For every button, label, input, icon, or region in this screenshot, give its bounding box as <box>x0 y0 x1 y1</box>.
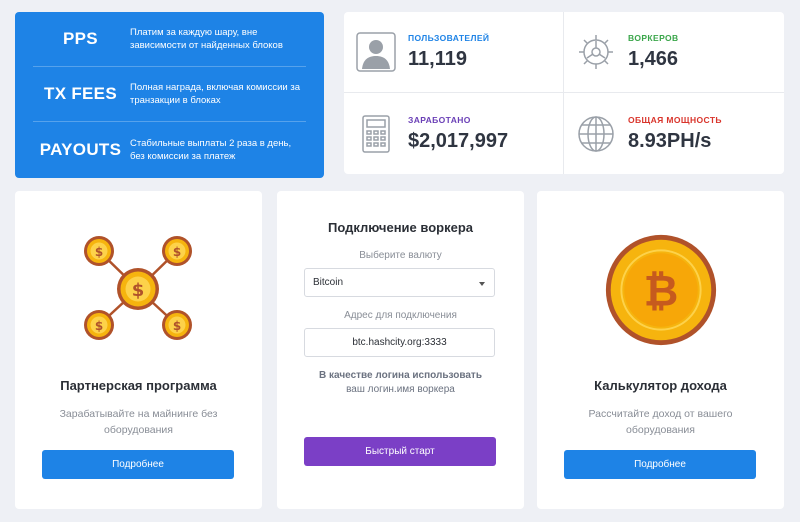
feature-title: TX FEES <box>44 84 117 103</box>
svg-text:$: $ <box>95 319 103 333</box>
globe-icon <box>578 115 614 152</box>
address-label: Адрес для подключения <box>344 310 457 321</box>
feature-payouts: PAYOUTS Стабильные выплаты 2 раза в день… <box>33 122 306 177</box>
svg-text:$: $ <box>173 319 181 333</box>
stat-value: 11,119 <box>408 48 467 70</box>
coins-network-icon: $ $ $ $ $ <box>84 236 192 340</box>
feature-description: Полная награда, включая комиссии за тран… <box>130 82 300 106</box>
user-icon <box>356 32 396 72</box>
calculator-icon <box>362 114 390 153</box>
calculator-card: ₿ Калькулятор дохода Рассчитайте доход о… <box>537 191 784 509</box>
currency-select[interactable]: Bitcoin <box>304 268 495 297</box>
stat-value: 8.93PH/s <box>628 129 712 152</box>
svg-text:$: $ <box>132 280 145 301</box>
login-hint-bold: В качестве логина использовать <box>319 370 482 381</box>
stat-label: ЗАРАБОТАНО <box>408 114 471 125</box>
stat-value: 1,466 <box>628 48 679 70</box>
features-panel: PPS Платим за каждую шару, вне зависимос… <box>15 12 324 178</box>
login-hint: В качестве логина использовать ваш логин… <box>277 369 524 397</box>
gear-icon <box>579 35 613 69</box>
quick-start-button[interactable]: Быстрый старт <box>304 437 496 466</box>
feature-description: Платим за каждую шару, вне зависимости о… <box>130 27 283 51</box>
currency-value: Bitcoin <box>313 277 344 288</box>
partner-card: $ $ $ $ $ Партнерская программа Зарабаты… <box>15 191 262 509</box>
svg-text:$: $ <box>173 245 181 259</box>
feature-tx-fees: TX FEES Полная награда, включая комиссии… <box>33 67 306 122</box>
calculator-description: Рассчитайте доход от вашего оборудования <box>588 408 733 436</box>
connect-worker-card: Подключение воркера Выберите валюту Bitc… <box>277 191 524 509</box>
stat-hashrate: ОБЩАЯ МОЩНОСТЬ 8.93PH/s <box>564 93 784 174</box>
feature-title: PPS <box>63 29 98 48</box>
calculator-title: Калькулятор дохода <box>594 378 727 393</box>
chevron-down-icon <box>479 282 485 286</box>
partner-description: Зарабатывайте на майнинге без оборудован… <box>59 408 218 436</box>
stat-label: ПОЛЬЗОВАТЕЛЕЙ <box>408 33 490 43</box>
stat-users: ПОЛЬЗОВАТЕЛЕЙ 11,119 <box>344 12 564 93</box>
stat-label: ВОРКЕРОВ <box>628 33 679 43</box>
bitcoin-coin-icon: ₿ <box>605 234 717 346</box>
partner-more-button[interactable]: Подробнее <box>42 450 234 479</box>
stat-workers: ВОРКЕРОВ 1,466 <box>564 12 784 93</box>
stat-value: $2,017,997 <box>408 129 509 152</box>
stat-earned: ЗАРАБОТАНО $2,017,997 <box>344 93 564 174</box>
stat-label: ОБЩАЯ МОЩНОСТЬ <box>628 114 722 125</box>
calculator-more-button[interactable]: Подробнее <box>564 450 756 479</box>
connect-title: Подключение воркера <box>328 220 473 235</box>
feature-pps: PPS Платим за каждую шару, вне зависимос… <box>33 12 306 67</box>
svg-text:$: $ <box>95 245 103 259</box>
login-hint-text: ваш логин.имя воркера <box>346 384 455 395</box>
partner-title: Партнерская программа <box>60 378 217 393</box>
feature-title: PAYOUTS <box>39 139 122 159</box>
address-field[interactable]: btc.hashcity.org:3333 <box>304 328 495 357</box>
feature-description: Стабильные выплаты 2 раза в день, без ко… <box>130 137 292 162</box>
currency-label: Выберите валюту <box>359 250 442 261</box>
stats-panel: ПОЛЬЗОВАТЕЛЕЙ 11,119 ВОРКЕРОВ 1,466 <box>344 12 784 174</box>
svg-text:₿: ₿ <box>644 267 679 316</box>
